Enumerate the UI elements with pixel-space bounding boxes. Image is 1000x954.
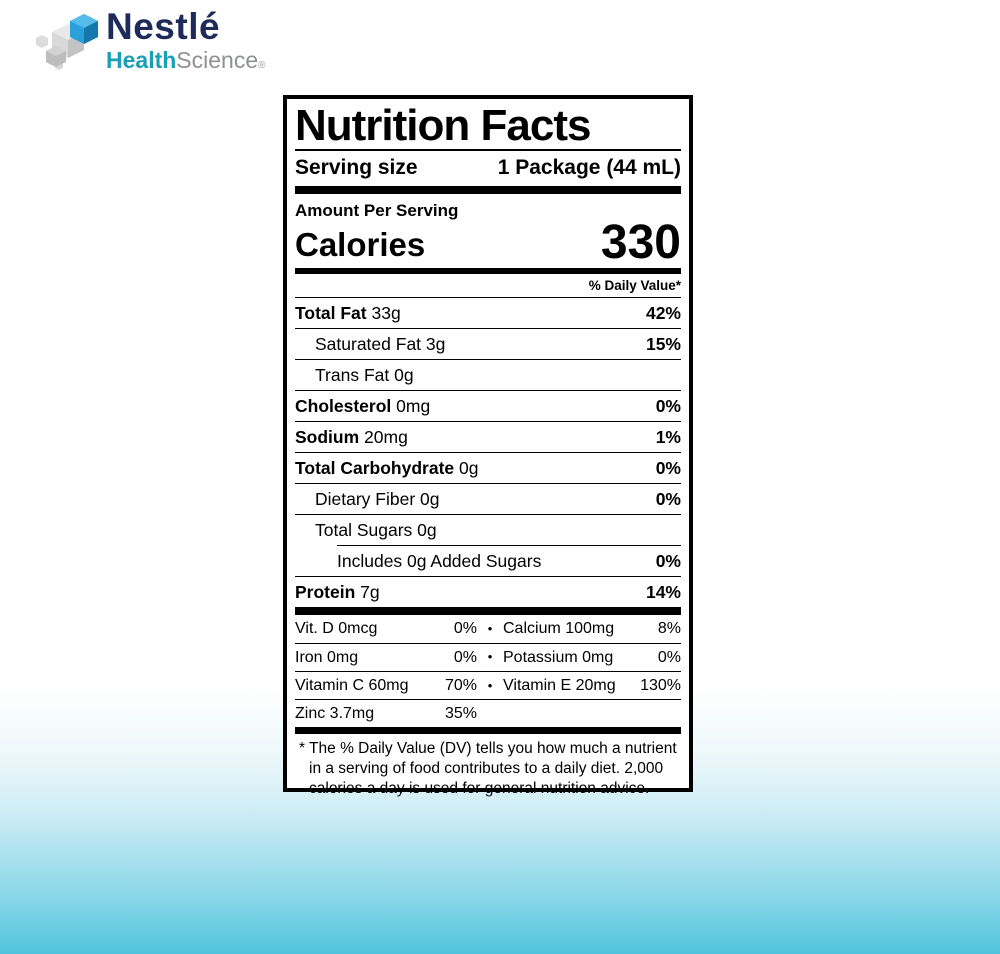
nutrient-name: Trans Fat 0g [315, 364, 414, 385]
nutrient-row: Cholesterol 0mg 0% [295, 391, 681, 421]
nutrient-rows: Total Fat 33g 42% Saturated Fat 3g 15% Trans… [295, 298, 681, 616]
calories-row: Calories 330 [295, 216, 681, 270]
nutrient-percent: 0% [655, 550, 681, 571]
nutrient-row: Saturated Fat 3g 15% [295, 329, 681, 359]
vitamin-left-percent: 35% [444, 704, 477, 722]
amount-per-serving-label: Amount Per Serving [295, 201, 459, 221]
brand-subtitle-science: Science [176, 47, 259, 73]
vitamin-right-name: Potassium 0mg [503, 648, 614, 666]
vitamin-left-name: Vit. D 0mcg [295, 620, 378, 638]
nutrient-name: Total Fat 33g [295, 302, 401, 323]
nutrient-name: Includes 0g Added Sugars [337, 550, 542, 571]
vitamin-left-name: Iron 0mg [295, 648, 359, 666]
vitamin-row: Zinc 3.7mg 35% [295, 700, 681, 727]
nutrient-percent: 14% [645, 581, 681, 602]
vitamin-row: Vitamin C 60mg 70% • Vitamin E 20mg 130% [295, 672, 681, 699]
nutrient-percent: 0% [655, 488, 681, 509]
nutrient-row: Includes 0g Added Sugars 0% [295, 546, 681, 576]
vitamin-left-name: Vitamin C 60mg [295, 676, 409, 694]
calories-value: 330 [600, 216, 681, 270]
divider [295, 328, 681, 330]
calories-label: Calories [295, 226, 426, 264]
vitamin-right-name: Calcium 100mg [503, 620, 615, 638]
bullet-separator: • [487, 677, 493, 693]
nutrient-name: Sodium 20mg [295, 426, 408, 447]
nutrient-row: Total Fat 33g 42% [295, 298, 681, 328]
nutrient-row: Total Carbohydrate 0g 0% [295, 453, 681, 483]
brand-subtitle-health: Health [106, 47, 177, 73]
nutrient-percent: 0% [655, 457, 681, 478]
label-title: Nutrition Facts [295, 101, 591, 150]
divider [295, 421, 681, 423]
nutrient-name: Total Sugars 0g [315, 519, 437, 540]
brand-subtitle: HealthScience® [106, 47, 266, 73]
daily-value-header: % Daily Value* [588, 278, 681, 294]
nutrient-name: Saturated Fat 3g [315, 333, 446, 354]
vitamin-right-percent: 0% [657, 648, 681, 666]
nutrient-row: Sodium 20mg 1% [295, 422, 681, 452]
vitamin-row: Vit. D 0mcg 0% • Calcium 100mg 8% [295, 615, 681, 642]
nutrient-name: Dietary Fiber 0g [315, 488, 440, 509]
vitamin-row: Iron 0mg 0% • Potassium 0mg 0% [295, 644, 681, 671]
nutrition-facts-label: Nutrition Facts Serving size 1 Package (… [283, 95, 693, 797]
nutrient-name: Cholesterol 0mg [295, 395, 431, 416]
divider [295, 670, 681, 672]
divider [295, 149, 681, 152]
nestle-cubes-icon [22, 6, 106, 80]
registered-mark: ® [258, 60, 266, 71]
brand-logo: Nestlé HealthScience® [22, 6, 266, 80]
divider [295, 642, 681, 644]
nutrient-row: Total Sugars 0g [295, 515, 681, 545]
divider [295, 698, 681, 700]
serving-size-row: Serving size 1 Package (44 mL) [295, 151, 681, 186]
vitamin-left-percent: 0% [453, 620, 477, 638]
nutrient-row: Protein 7g 14% [295, 577, 681, 607]
vitamin-right-percent: 130% [640, 676, 681, 694]
vitamin-left-percent: 70% [444, 676, 477, 694]
vitamin-right-percent: 8% [657, 620, 681, 638]
thick-divider [295, 186, 681, 195]
vitamin-right-name: Vitamin E 20mg [503, 676, 616, 694]
vitamin-rows: Vit. D 0mcg 0% • Calcium 100mg 8% Iron 0mg 0% •… [295, 615, 681, 727]
nutrient-percent: 42% [645, 302, 681, 323]
nutrient-name: Protein 7g [295, 581, 380, 602]
divider [295, 576, 681, 578]
brand-text: Nestlé HealthScience® [106, 6, 266, 73]
divider [295, 514, 681, 516]
divider [295, 359, 681, 361]
divider [295, 483, 681, 485]
medium-divider [295, 268, 681, 275]
nutrient-percent: 0% [655, 395, 681, 416]
nutrient-row: Trans Fat 0g [295, 360, 681, 390]
divider [337, 545, 681, 547]
divider [295, 607, 681, 616]
vitamin-left-name: Zinc 3.7mg [295, 704, 375, 722]
serving-size-value: 1 Package (44 mL) [497, 156, 681, 180]
divider [295, 297, 681, 299]
serving-size-label: Serving size [295, 156, 418, 180]
footnote-text: * The % Daily Value (DV) tells you how m… [299, 740, 677, 797]
bullet-separator: • [487, 649, 493, 665]
nutrient-name: Total Carbohydrate 0g [295, 457, 479, 478]
bullet-separator: • [487, 621, 493, 637]
brand-name: Nestlé [106, 6, 221, 47]
nutrient-percent: 1% [655, 426, 681, 447]
vitamin-left-percent: 0% [453, 648, 477, 666]
nutrient-row: Dietary Fiber 0g 0% [295, 484, 681, 514]
thick-divider [295, 727, 681, 735]
divider [295, 452, 681, 454]
divider [295, 390, 681, 392]
nutrient-percent: 15% [645, 333, 681, 354]
